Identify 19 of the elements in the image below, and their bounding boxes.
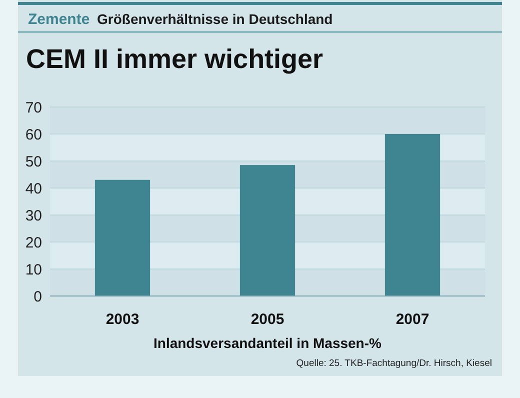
bar bbox=[240, 165, 296, 296]
chart-subtitle: Größenverhältnisse in Deutschland bbox=[97, 11, 333, 27]
chart-title: CEM II immer wichtiger bbox=[26, 44, 324, 74]
y-tick-label: 50 bbox=[25, 153, 42, 170]
y-tick-label: 30 bbox=[25, 207, 42, 224]
y-tick-label: 10 bbox=[25, 261, 42, 278]
x-tick-label: 2005 bbox=[250, 311, 284, 328]
y-tick-label: 40 bbox=[25, 180, 42, 198]
source-note: Quelle: 25. TKB-Fachtagung/Dr. Hirsch, Kiesel bbox=[296, 358, 492, 369]
text: Zemente bbox=[28, 11, 90, 28]
bar bbox=[384, 134, 440, 296]
y-tick-label: 0 bbox=[34, 288, 42, 306]
y-tick-label: 70 bbox=[25, 99, 42, 116]
x-tick-label: 2003 bbox=[106, 311, 140, 328]
x-tick-label: 2007 bbox=[396, 311, 430, 328]
y-tick-label: 20 bbox=[25, 234, 42, 252]
x-axis-title: Inlandsversandanteil in Massen-% bbox=[154, 335, 382, 351]
y-tick-label: 60 bbox=[25, 126, 42, 144]
bar bbox=[94, 180, 150, 296]
